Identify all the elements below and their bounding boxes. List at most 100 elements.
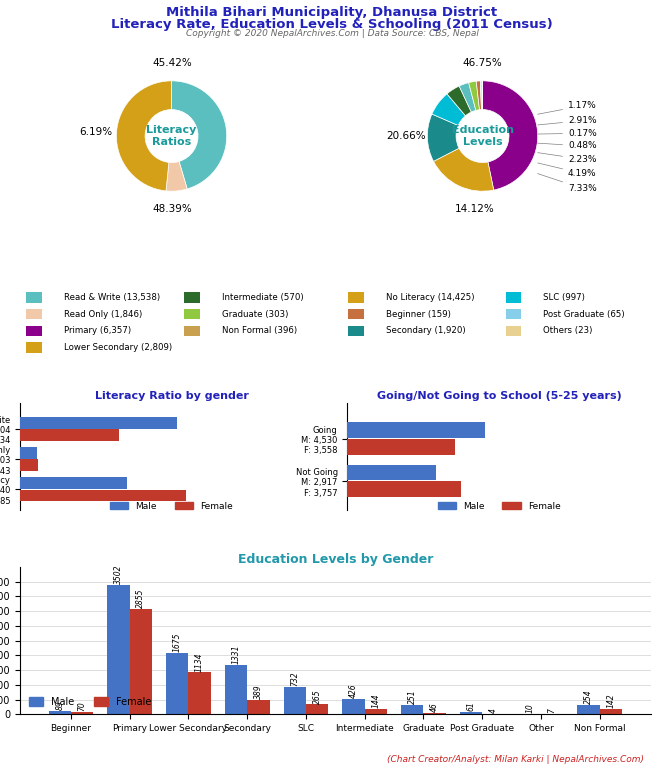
Wedge shape xyxy=(171,81,226,189)
Wedge shape xyxy=(483,81,538,190)
Wedge shape xyxy=(447,86,471,116)
FancyBboxPatch shape xyxy=(27,326,42,336)
Bar xyxy=(71,712,93,714)
Text: 2.91%: 2.91% xyxy=(538,116,597,125)
Title: Going/Not Going to School (5-25 years): Going/Not Going to School (5-25 years) xyxy=(376,391,622,401)
FancyBboxPatch shape xyxy=(506,292,521,303)
Bar xyxy=(424,713,446,714)
Bar xyxy=(578,705,600,714)
Text: 70: 70 xyxy=(78,701,86,710)
Text: Lower Secondary (2,809): Lower Secondary (2,809) xyxy=(64,343,172,353)
Bar xyxy=(20,447,37,458)
Text: 4.19%: 4.19% xyxy=(538,163,597,178)
Text: 46: 46 xyxy=(430,702,439,712)
Legend: Male, Female: Male, Female xyxy=(434,498,564,515)
Text: 0.48%: 0.48% xyxy=(538,141,597,151)
FancyBboxPatch shape xyxy=(348,326,364,336)
Wedge shape xyxy=(432,94,465,125)
Text: 2.23%: 2.23% xyxy=(538,153,596,164)
FancyBboxPatch shape xyxy=(27,292,42,303)
Title: Education Levels by Gender: Education Levels by Gender xyxy=(238,553,433,566)
Bar xyxy=(284,687,306,714)
Bar xyxy=(20,417,177,429)
Text: 46.75%: 46.75% xyxy=(463,58,503,68)
Bar xyxy=(48,711,71,714)
Text: 144: 144 xyxy=(371,694,380,708)
Text: Literacy Rate, Education Levels & Schooling (2011 Census): Literacy Rate, Education Levels & School… xyxy=(111,18,553,31)
Bar xyxy=(347,422,485,439)
Text: Copyright © 2020 NepalArchives.Com | Data Source: CBS, Nepal: Copyright © 2020 NepalArchives.Com | Dat… xyxy=(185,29,479,38)
Wedge shape xyxy=(434,148,494,191)
Text: Read & Write (13,538): Read & Write (13,538) xyxy=(64,293,160,302)
Text: (Chart Creator/Analyst: Milan Karki | NepalArchives.Com): (Chart Creator/Analyst: Milan Karki | Ne… xyxy=(387,755,644,764)
Bar xyxy=(347,439,456,455)
Bar xyxy=(20,478,127,489)
Text: 48.39%: 48.39% xyxy=(153,204,193,214)
Bar xyxy=(108,585,129,714)
Text: Intermediate (570): Intermediate (570) xyxy=(222,293,303,302)
Text: 2855: 2855 xyxy=(136,588,145,608)
Wedge shape xyxy=(459,83,476,112)
Text: 7: 7 xyxy=(548,708,556,713)
FancyBboxPatch shape xyxy=(506,309,521,319)
Text: 0.17%: 0.17% xyxy=(538,129,597,137)
Bar xyxy=(343,699,365,714)
Text: 142: 142 xyxy=(606,694,616,708)
Text: 45.42%: 45.42% xyxy=(153,58,193,68)
Text: 61: 61 xyxy=(467,701,475,711)
Text: 20.66%: 20.66% xyxy=(386,131,426,141)
FancyBboxPatch shape xyxy=(348,309,364,319)
Bar xyxy=(20,489,187,501)
Text: Beginner (159): Beginner (159) xyxy=(386,310,451,319)
FancyBboxPatch shape xyxy=(27,343,42,353)
Text: 6.19%: 6.19% xyxy=(79,127,112,137)
Bar xyxy=(20,429,119,441)
FancyBboxPatch shape xyxy=(184,309,200,319)
Legend: Male, Female: Male, Female xyxy=(106,498,236,515)
Bar xyxy=(347,482,461,498)
Text: Non Formal (396): Non Formal (396) xyxy=(222,326,297,336)
Text: No Literacy (14,425): No Literacy (14,425) xyxy=(386,293,474,302)
Text: 254: 254 xyxy=(584,690,593,704)
Bar xyxy=(129,609,152,714)
Legend: Male, Female: Male, Female xyxy=(25,693,155,711)
Text: Literacy
Ratios: Literacy Ratios xyxy=(146,125,197,147)
Text: Primary (6,357): Primary (6,357) xyxy=(64,326,131,336)
Text: 14.12%: 14.12% xyxy=(454,204,494,214)
FancyBboxPatch shape xyxy=(348,292,364,303)
Text: 4: 4 xyxy=(489,708,498,713)
Text: 389: 389 xyxy=(254,684,263,699)
Wedge shape xyxy=(469,81,479,111)
Wedge shape xyxy=(476,81,481,110)
Text: 251: 251 xyxy=(408,690,417,704)
Bar xyxy=(347,465,436,481)
Bar xyxy=(247,700,270,714)
Wedge shape xyxy=(428,114,459,161)
Bar xyxy=(460,712,482,714)
Text: Read Only (1,846): Read Only (1,846) xyxy=(64,310,142,319)
Wedge shape xyxy=(166,161,187,191)
Wedge shape xyxy=(480,81,482,110)
Text: 426: 426 xyxy=(349,683,358,697)
Bar xyxy=(189,673,210,714)
Text: 3502: 3502 xyxy=(114,564,123,584)
Text: 1134: 1134 xyxy=(195,652,204,671)
FancyBboxPatch shape xyxy=(184,326,200,336)
Text: 1.17%: 1.17% xyxy=(538,101,597,114)
Text: 732: 732 xyxy=(290,672,299,687)
Text: Others (23): Others (23) xyxy=(544,326,593,336)
FancyBboxPatch shape xyxy=(27,309,42,319)
Bar xyxy=(166,653,189,714)
Text: 1331: 1331 xyxy=(232,645,240,664)
FancyBboxPatch shape xyxy=(184,292,200,303)
Text: Graduate (303): Graduate (303) xyxy=(222,310,288,319)
FancyBboxPatch shape xyxy=(506,326,521,336)
Bar xyxy=(600,709,622,714)
Text: Education
Levels: Education Levels xyxy=(452,125,513,147)
Title: Literacy Ratio by gender: Literacy Ratio by gender xyxy=(94,391,248,401)
Text: Post Graduate (65): Post Graduate (65) xyxy=(544,310,625,319)
Text: SLC (997): SLC (997) xyxy=(544,293,586,302)
Bar xyxy=(401,705,424,714)
Bar xyxy=(225,665,247,714)
Bar xyxy=(306,704,328,714)
